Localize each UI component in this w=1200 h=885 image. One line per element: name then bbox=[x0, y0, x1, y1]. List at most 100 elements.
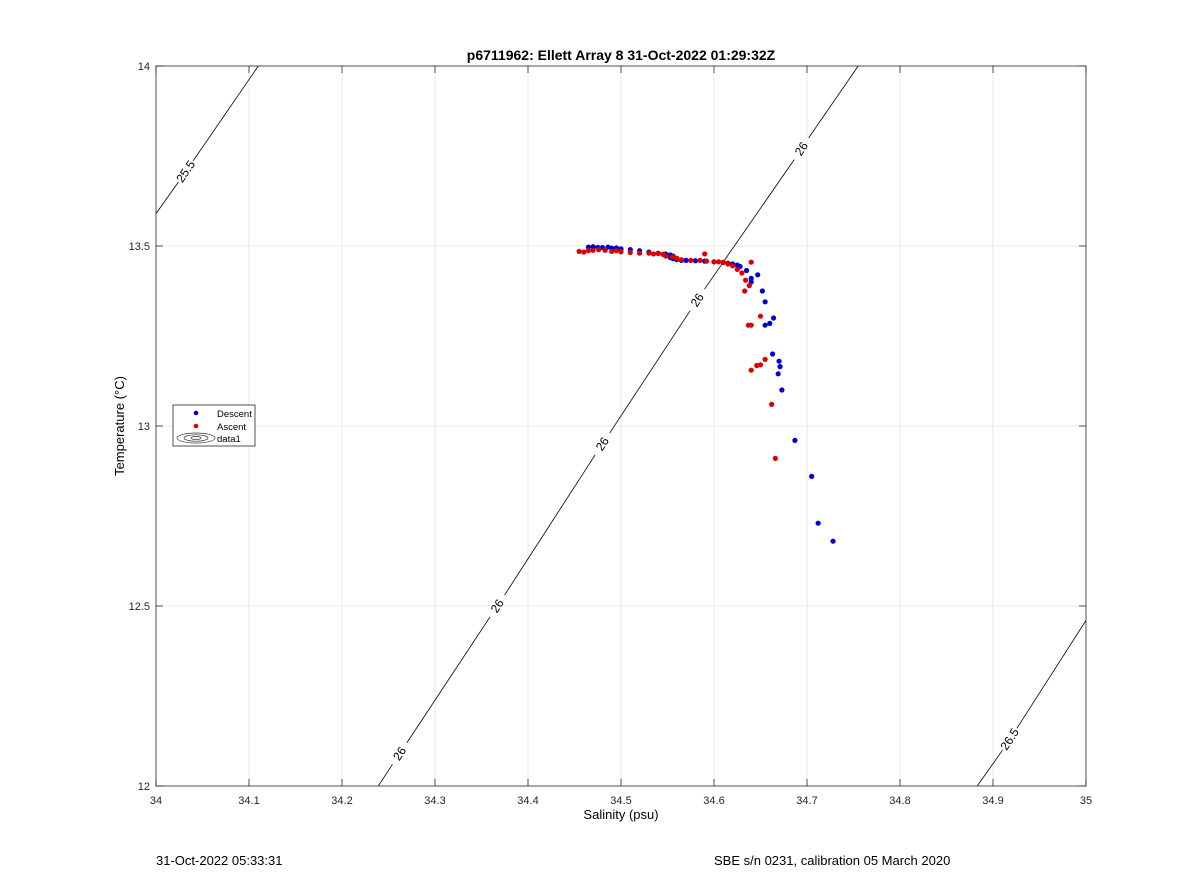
y-tick-label: 13 bbox=[138, 421, 150, 433]
ascent-point bbox=[748, 259, 754, 265]
y-tick-label: 13.5 bbox=[129, 241, 150, 253]
x-tick-label: 34.5 bbox=[610, 795, 631, 807]
descent-point bbox=[683, 257, 689, 263]
descent-point bbox=[815, 520, 821, 526]
x-tick-label: 34.9 bbox=[982, 795, 1003, 807]
descent-point bbox=[792, 437, 798, 443]
descent-point bbox=[777, 364, 783, 370]
ascent-point bbox=[590, 247, 596, 253]
ascent-point bbox=[674, 255, 680, 261]
ascent-point bbox=[748, 367, 754, 373]
descent-point bbox=[767, 320, 773, 326]
x-tick-label: 34.3 bbox=[424, 795, 445, 807]
ascent-point bbox=[703, 258, 710, 264]
x-tick-label: 34.6 bbox=[703, 795, 724, 807]
descent-point bbox=[776, 358, 782, 364]
descent-point bbox=[762, 299, 768, 305]
ascent-point bbox=[725, 261, 731, 267]
x-tick-label: 34.4 bbox=[517, 795, 538, 807]
descent-point bbox=[830, 538, 836, 544]
ascent-point bbox=[576, 248, 582, 254]
y-tick-label: 12 bbox=[138, 781, 150, 793]
ascent-point bbox=[730, 263, 736, 269]
ascent-point bbox=[650, 251, 657, 257]
ascent-point bbox=[646, 250, 652, 256]
legend-label-data1: data1 bbox=[217, 434, 241, 445]
descent-point bbox=[590, 244, 596, 250]
ascent-point bbox=[655, 250, 661, 257]
ascent-point bbox=[581, 249, 587, 255]
ascent-point bbox=[669, 254, 675, 260]
density-contour-line bbox=[976, 749, 1003, 787]
contour-legend-icon bbox=[176, 432, 216, 444]
chart-title: p6711962: Ellett Array 8 31-Oct-2022 01:… bbox=[467, 47, 776, 63]
ascent-point bbox=[627, 249, 633, 256]
ascent-point bbox=[720, 259, 726, 265]
ascent-point bbox=[769, 401, 775, 407]
descent-point bbox=[769, 351, 776, 357]
y-axis-ticks: 12 12.5 13 13.5 14 bbox=[129, 61, 1086, 793]
x-axis-label: Salinity (psu) bbox=[583, 807, 658, 822]
ascent-point bbox=[585, 248, 592, 254]
descent-point bbox=[770, 315, 777, 321]
descent-point bbox=[748, 275, 754, 281]
legend-label-ascent: Ascent bbox=[217, 422, 246, 433]
x-tick-label: 34.2 bbox=[331, 795, 352, 807]
density-contour-line bbox=[704, 159, 795, 290]
density-contour-line bbox=[155, 181, 179, 214]
legend-marker-ascent bbox=[193, 423, 199, 429]
y-tick-label: 14 bbox=[138, 61, 150, 73]
descent-point bbox=[775, 371, 781, 377]
descent-point bbox=[762, 322, 768, 328]
x-tick-label: 34.7 bbox=[796, 795, 817, 807]
density-contour-line bbox=[504, 454, 596, 596]
ascent-point bbox=[688, 257, 694, 263]
x-tick-label: 34.8 bbox=[889, 795, 910, 807]
descent-point bbox=[809, 473, 815, 479]
ascent-point bbox=[739, 270, 745, 276]
legend-box bbox=[172, 404, 256, 447]
legend-marker-descent bbox=[193, 410, 199, 416]
ascent-point bbox=[663, 253, 669, 259]
descent-point bbox=[779, 387, 785, 393]
descent-point bbox=[585, 244, 592, 250]
ascent-point bbox=[762, 356, 768, 362]
ascent-point bbox=[743, 277, 749, 283]
descent-point bbox=[692, 258, 699, 264]
density-contour-line bbox=[377, 764, 393, 787]
ascent-point bbox=[748, 322, 754, 328]
descent-point bbox=[743, 267, 750, 274]
ascent-point bbox=[702, 251, 708, 257]
ascent-point bbox=[746, 283, 752, 289]
legend: Descent Ascent data1 bbox=[172, 404, 256, 447]
descent-point bbox=[755, 272, 761, 278]
ascent-point bbox=[618, 249, 624, 255]
data-points bbox=[576, 244, 836, 544]
y-axis-label: Temperature (°C) bbox=[112, 376, 127, 476]
ascent-point bbox=[742, 288, 748, 294]
density-contour-line bbox=[609, 310, 691, 434]
ascent-point bbox=[697, 257, 703, 263]
footer-sensor-info: SBE s/n 0231, calibration 05 March 2020 bbox=[714, 853, 951, 868]
legend-label-descent: Descent bbox=[217, 409, 252, 420]
density-contour-line bbox=[1016, 620, 1087, 729]
ascent-point bbox=[602, 247, 608, 253]
ascent-point bbox=[678, 257, 685, 263]
ascent-point bbox=[609, 248, 615, 254]
ascent-point bbox=[772, 455, 778, 461]
ascent-point bbox=[754, 362, 760, 369]
x-tick-label: 34.1 bbox=[238, 795, 259, 807]
ascent-point bbox=[734, 266, 740, 272]
ascent-point bbox=[757, 313, 764, 319]
descent-point bbox=[759, 288, 765, 294]
y-tick-label: 12.5 bbox=[129, 601, 150, 613]
ascent-point bbox=[596, 247, 602, 253]
ascent-point bbox=[613, 248, 619, 254]
x-tick-label: 34 bbox=[150, 795, 162, 807]
x-tick-label: 35 bbox=[1080, 795, 1092, 807]
x-axis-ticks: 34 34.1 34.2 34.3 34.4 34.5 34.6 34.7 34.8 34.9 35 bbox=[150, 66, 1092, 807]
density-contour-line bbox=[406, 616, 491, 744]
density-contour-line bbox=[192, 65, 259, 162]
